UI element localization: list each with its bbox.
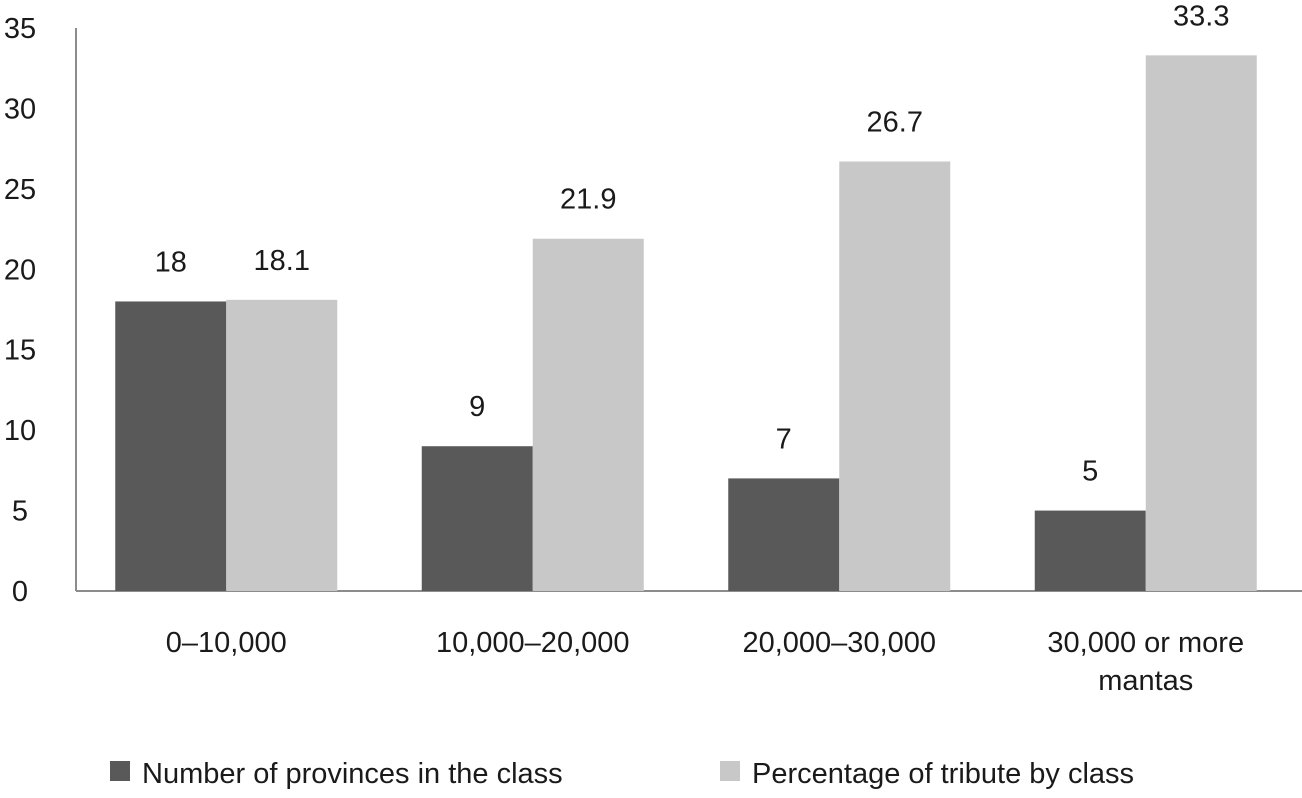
- y-tick-label: 30: [4, 93, 36, 125]
- data-label: 26.7: [867, 107, 923, 139]
- x-tick-label: 10,000–20,000: [436, 627, 630, 659]
- legend-swatch: [720, 761, 740, 781]
- y-tick-label: 0: [12, 576, 28, 608]
- bar: [226, 299, 338, 591]
- y-tick-label: 35: [4, 13, 36, 45]
- bar: [532, 238, 644, 592]
- bar: [1145, 55, 1257, 592]
- data-label: 33.3: [1173, 0, 1229, 32]
- x-tick-label: mantas: [1098, 665, 1193, 697]
- bar: [728, 478, 840, 591]
- data-label: 18.1: [254, 245, 310, 277]
- y-tick-label: 5: [12, 496, 28, 528]
- bar: [115, 301, 227, 591]
- legend-label: Number of provinces in the class: [142, 758, 563, 790]
- x-tick-label: 0–10,000: [166, 627, 287, 659]
- bar: [421, 446, 533, 591]
- data-label: 9: [469, 391, 485, 423]
- data-label: 7: [776, 423, 792, 455]
- y-tick-label: 10: [4, 415, 36, 447]
- x-tick-label: 30,000 or more: [1047, 627, 1244, 659]
- y-tick-label: 20: [4, 254, 36, 286]
- y-tick-label: 25: [4, 174, 36, 206]
- data-label: 5: [1082, 456, 1098, 488]
- data-label: 21.9: [560, 184, 616, 216]
- y-axis: 0 5 10 15 20 25 30 35: [4, 13, 77, 608]
- bar: [839, 161, 951, 592]
- x-axis: 0–10,000 10,000–20,000 20,000–30,000 30,000…: [76, 590, 1302, 697]
- data-labels: 18 9 7 5 18.1 21.9 26.7 33.3: [155, 0, 1230, 487]
- bars: [115, 55, 1257, 592]
- y-tick-label: 15: [4, 335, 36, 367]
- x-tick-label: 20,000–30,000: [742, 627, 936, 659]
- bar: [1034, 510, 1146, 591]
- data-label: 18: [155, 246, 187, 278]
- legend-label: Percentage of tribute by class: [752, 758, 1134, 790]
- legend: Number of provinces in the class Percenta…: [110, 758, 1134, 790]
- legend-swatch: [110, 761, 130, 781]
